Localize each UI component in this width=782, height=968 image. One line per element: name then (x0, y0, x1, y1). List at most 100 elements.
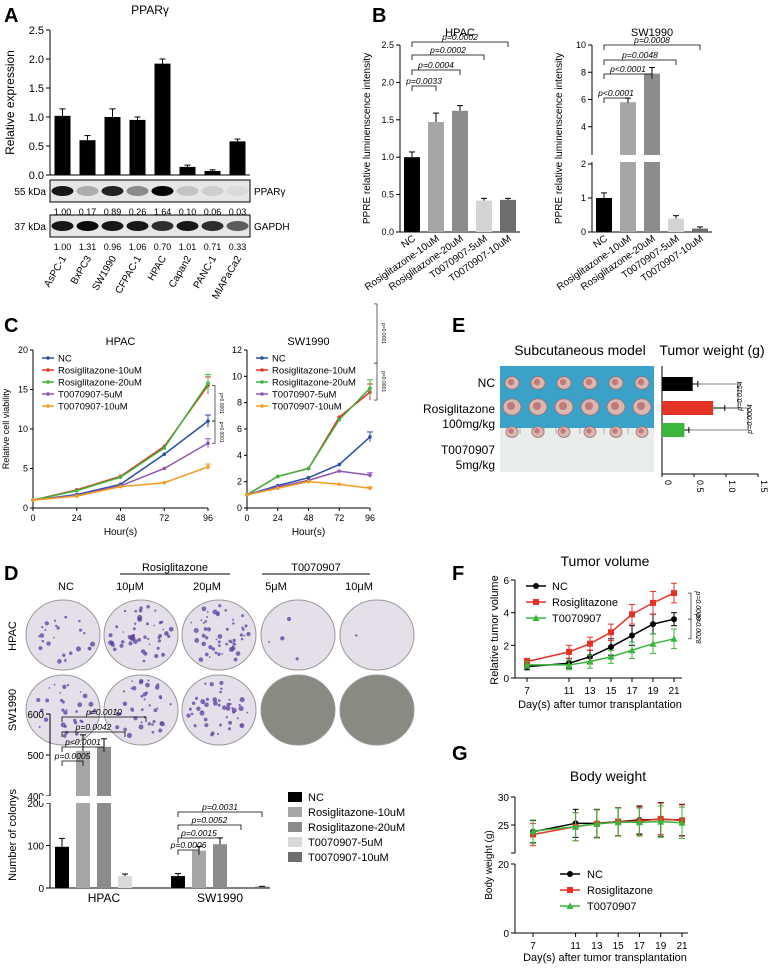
x-tick-label: 17 (626, 686, 638, 697)
colony-dot (89, 641, 96, 647)
colony-dot (246, 711, 249, 714)
y-tick-label: 6 (503, 576, 509, 587)
blot-band (176, 186, 199, 196)
data-point (337, 462, 342, 467)
y-tick-label: 0 (503, 674, 509, 685)
bar-Rosiglitazone-20uM (452, 110, 468, 232)
data-point (650, 621, 656, 628)
colony-dot (239, 697, 245, 703)
data-point (337, 482, 342, 487)
colony-dot (226, 702, 231, 707)
data-point (74, 494, 79, 498)
bar-NC (55, 846, 69, 888)
y-tick-label: 2.0 (29, 54, 44, 66)
colony-dot (190, 712, 194, 716)
colony-dot (146, 622, 149, 626)
colony-dot (295, 657, 299, 661)
ruler (500, 428, 654, 472)
colony-dot (153, 708, 158, 713)
data-point (245, 493, 249, 497)
colony-dot (126, 732, 133, 738)
data-point (306, 475, 311, 480)
legend-label: NC (308, 792, 324, 804)
colony-dot (74, 731, 79, 736)
colony-dot (61, 700, 65, 704)
y-tick-label: 25 (498, 821, 510, 832)
colony-dot (196, 706, 201, 712)
colony-dot (115, 725, 120, 730)
blot-protein-label: GAPDH (254, 222, 290, 233)
panel-a-bar-chart: PPARγ 0.0 0.5 1.0 1.5 2.0 2.5 Relative expressi… (3, 3, 250, 182)
bar-Rosiglitazone-10uM (620, 102, 636, 232)
colony-dot (154, 685, 160, 690)
x-tick-label: 96 (365, 513, 375, 523)
y-tick-label: 0.5 (29, 141, 44, 153)
column-label: 20μM (193, 581, 221, 593)
y-axis-label: Number of colonys (7, 789, 19, 881)
significance-bracket-label: p=0.0052 (191, 815, 228, 825)
colony-dot (88, 701, 94, 707)
x-tick-label: 15 (613, 941, 625, 952)
colony-dot (225, 642, 228, 646)
colony-dot (41, 639, 45, 643)
x-tick-label: HPAC (88, 891, 121, 905)
significance-bracket (688, 592, 692, 620)
colony-dot (241, 626, 244, 629)
colony-dot (214, 651, 218, 655)
bar-NC (662, 377, 693, 391)
colony-dot (232, 638, 236, 643)
image-title: Subcutaneous model (514, 342, 646, 358)
y-tick-label: 1 (581, 193, 586, 203)
colony-dot (213, 701, 218, 706)
legend-swatch (288, 822, 302, 832)
colony-dot (231, 618, 234, 621)
legend-marker (533, 599, 539, 605)
legend-label: T0070907 (552, 613, 602, 625)
tumor-core (532, 401, 542, 411)
data-point (678, 819, 686, 826)
bar-CFPAC-1 (129, 119, 146, 175)
colony-dot (140, 708, 144, 711)
colony-dot (218, 604, 222, 608)
colony-dot (201, 710, 204, 713)
blot-value: 1.06 (129, 242, 147, 252)
colony-dot (194, 638, 200, 643)
data-point (306, 479, 311, 484)
blot-value: 1.01 (179, 242, 197, 252)
colony-dot (199, 710, 205, 716)
y-tick-label: 4 (503, 609, 509, 620)
significance-bracket (411, 85, 437, 91)
blot-value: 0.17 (79, 207, 97, 217)
significance-bracket (177, 837, 221, 843)
column-label: NC (58, 581, 74, 593)
bar-NC (404, 157, 420, 232)
y-tick-label: 20 (498, 860, 510, 871)
colony-dot (134, 609, 138, 613)
colony-dot (82, 693, 88, 699)
significance-bracket-label: p=0.0048 (621, 50, 658, 60)
colony-dot (208, 656, 211, 659)
x-axis-label: Hour(s) (104, 527, 137, 538)
colony-dot (62, 684, 67, 690)
colony-dot (186, 713, 191, 718)
legend-label: Rosiglitazone (587, 885, 653, 897)
legend-marker (46, 392, 50, 396)
data-point (523, 661, 531, 668)
colony-dot (158, 695, 163, 699)
y-tick-label: 2.5 (381, 40, 394, 50)
data-point (628, 646, 636, 654)
row-label: SW1990 (7, 689, 19, 731)
colony-dot (44, 621, 49, 626)
tumor-core (610, 401, 620, 411)
colony-dot (139, 606, 143, 610)
colony-dot (217, 644, 221, 648)
colony-dot (241, 614, 245, 618)
colony-dot (212, 609, 218, 615)
bar-Rosiglitazone 100mg/kg (662, 401, 714, 415)
colony-dot (146, 604, 150, 609)
tumor-core (559, 378, 567, 386)
blot-strip (49, 214, 251, 238)
x-tick-label: 11 (564, 686, 575, 697)
colony-dot (204, 702, 209, 708)
